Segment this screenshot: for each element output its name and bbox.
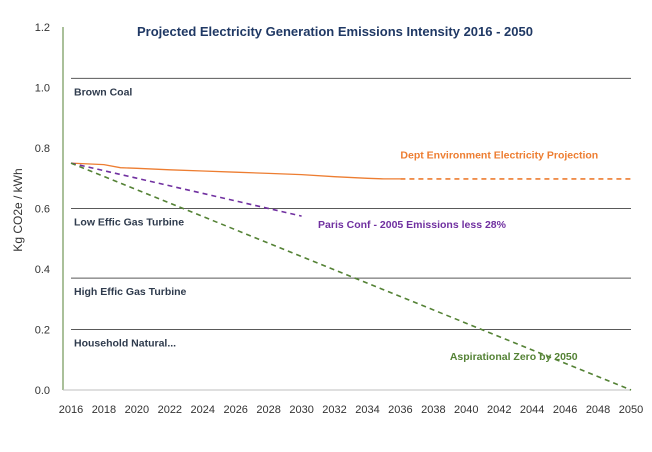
y-tick-label-3: 0.6	[35, 204, 50, 216]
x-tick-label-17: 2050	[619, 404, 643, 416]
y-axis-ticks: 0.0 0.2 0.4 0.6 0.8 1.0 1.2	[35, 22, 50, 397]
x-tick-label-15: 2046	[553, 404, 577, 416]
x-tick-label-10: 2036	[388, 404, 412, 416]
x-tick-label-2: 2020	[125, 404, 149, 416]
y-tick-label-2: 0.4	[35, 264, 50, 276]
x-tick-label-3: 2022	[158, 404, 182, 416]
y-tick-label-1: 0.2	[35, 325, 50, 337]
x-tick-label-0: 2016	[59, 404, 83, 416]
y-tick-label-4: 0.8	[35, 143, 50, 155]
x-tick-label-16: 2048	[586, 404, 610, 416]
reference-lines: Brown Coal Low Effic Gas Turbine High Effi…	[71, 77, 631, 350]
x-axis-ticks: 2016 2018 2020 2022 2024 2026 2028 2030 2032 2034…	[59, 404, 643, 416]
chart-title: Projected Electricity Generation Emissio…	[137, 24, 533, 39]
series-line-2	[70, 162, 302, 217]
x-tick-label-12: 2040	[454, 404, 478, 416]
series-annotation-1: Paris Conf - 2005 Emissions less 28%	[318, 219, 507, 231]
reference-line-label-2: High Effic Gas Turbine	[74, 286, 187, 298]
series-line-0	[70, 162, 401, 180]
reference-line-label-0: Brown Coal	[74, 86, 132, 98]
y-axis-label: Kg CO2e / kWh	[11, 168, 25, 251]
y-tick-label-0: 0.0	[35, 385, 50, 397]
x-tick-label-8: 2032	[322, 404, 346, 416]
x-tick-label-7: 2030	[289, 404, 313, 416]
x-tick-label-5: 2026	[223, 404, 247, 416]
x-tick-label-14: 2044	[520, 404, 544, 416]
x-tick-label-6: 2028	[256, 404, 280, 416]
y-tick-label-5: 1.0	[35, 83, 50, 95]
y-tick-label-6: 1.2	[35, 22, 50, 34]
series-line-3	[70, 162, 632, 391]
x-tick-label-11: 2038	[421, 404, 445, 416]
series-annotation-0: Dept Environment Electricity Projection	[400, 150, 598, 162]
x-tick-label-9: 2034	[355, 404, 379, 416]
reference-line-label-3: Household Natural...	[74, 338, 176, 350]
x-tick-label-1: 2018	[92, 404, 116, 416]
x-tick-label-13: 2042	[487, 404, 511, 416]
reference-line-label-1: Low Effic Gas Turbine	[74, 217, 184, 229]
series-annotation-2: Aspirational Zero by 2050	[450, 351, 578, 363]
data-series	[70, 162, 632, 391]
series-annotations: Dept Environment Electricity Projection P…	[318, 150, 598, 363]
x-tick-label-4: 2024	[191, 404, 215, 416]
